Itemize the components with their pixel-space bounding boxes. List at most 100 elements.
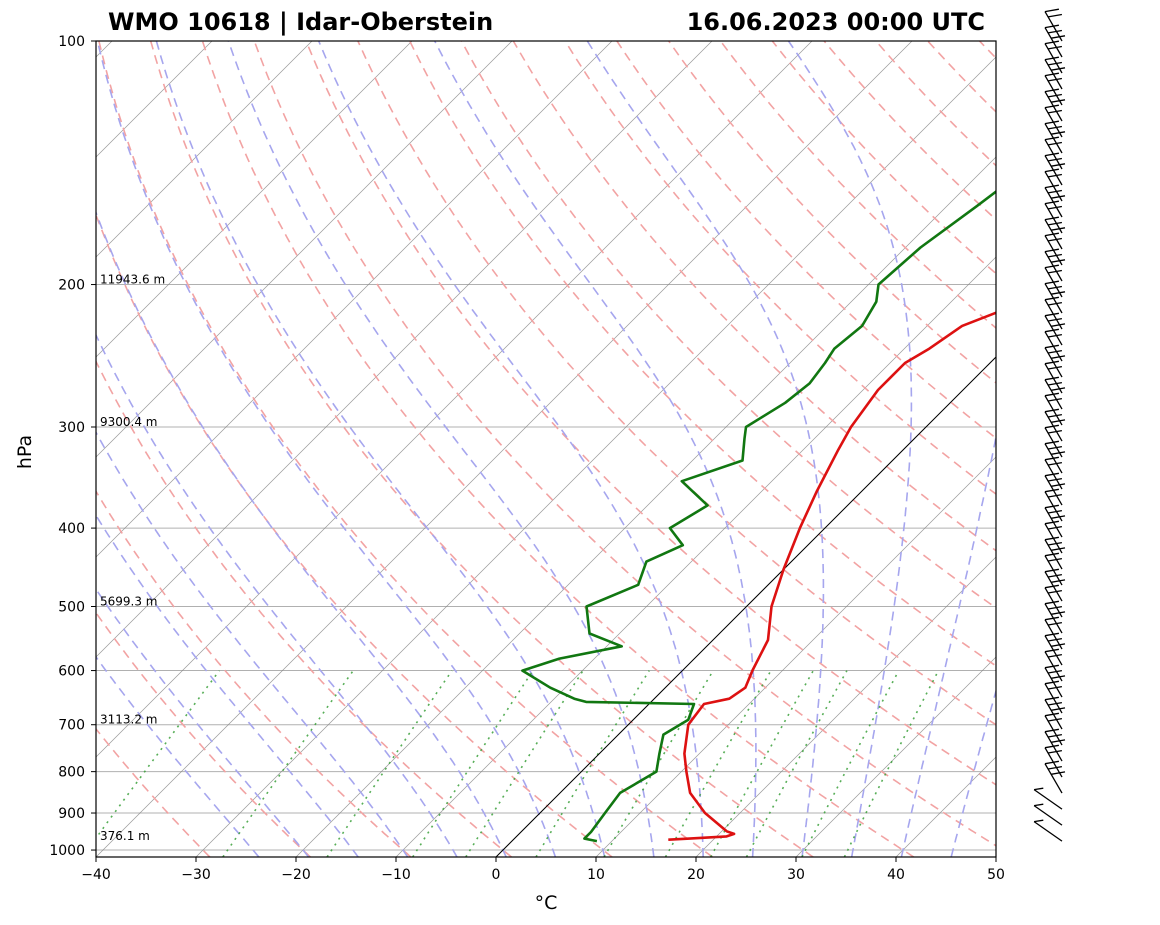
isotherm-line (96, 41, 613, 558)
background-lines (0, 41, 1160, 857)
wind-barb (1044, 104, 1063, 138)
wind-barb (1044, 744, 1063, 778)
barb-flag (1047, 733, 1063, 738)
moist-adiabat (227, 41, 655, 857)
y-tick-label: 400 (58, 521, 85, 537)
wind-barb (1044, 296, 1063, 330)
barb-flag (1044, 120, 1060, 125)
barb-flag (1044, 568, 1060, 573)
barb-flag (1047, 445, 1063, 450)
y-tick-label: 500 (58, 599, 85, 615)
barb-flag (1047, 237, 1063, 242)
barb-flag (1044, 488, 1060, 493)
wind-barb (1044, 40, 1063, 74)
wind-barb (1044, 232, 1063, 266)
wind-barb (1044, 424, 1063, 458)
dry-adiabat (357, 41, 996, 726)
barb-staff (1044, 491, 1063, 522)
barb-flag (1050, 67, 1066, 71)
barb-flag (1050, 675, 1066, 679)
barb-flag (1044, 232, 1060, 237)
barb-flag (1050, 771, 1066, 775)
isotherm-line (295, 156, 996, 857)
barb-flag (1044, 440, 1060, 445)
barb-flag (1047, 109, 1063, 114)
barb-flag (1047, 461, 1063, 466)
wind-barb (1044, 616, 1063, 650)
barb-flag (1044, 424, 1060, 429)
barb-flag (1047, 429, 1063, 434)
barb-flag (1047, 653, 1063, 658)
wind-barb (1044, 728, 1066, 762)
barb-flag (1044, 152, 1060, 157)
wind-barb (1044, 584, 1063, 618)
barb-staff (1044, 59, 1063, 90)
barb-flag (1047, 269, 1063, 274)
barb-flag (1047, 77, 1063, 82)
wind-barb (1033, 819, 1063, 842)
barb-flag (1050, 547, 1066, 551)
barb-staff (1044, 763, 1063, 794)
barb-flag (1044, 88, 1060, 93)
isotherm-line (695, 556, 996, 857)
barb-staff (1044, 603, 1063, 634)
barb-flag (1044, 536, 1060, 541)
isotherm-line (0, 41, 12, 857)
wind-barb (1044, 536, 1066, 570)
height-label: 11943.6 m (100, 273, 165, 287)
dry-adiabat (96, 489, 412, 857)
barb-flag (1047, 141, 1063, 146)
dry-adiabat (1083, 41, 1160, 857)
moist-adiabat (433, 41, 757, 857)
mixing-ratio-line (745, 670, 848, 857)
barb-flag (1050, 163, 1066, 167)
profiles (521, 189, 996, 843)
barb-flag (1050, 355, 1066, 359)
wind-barb (1044, 8, 1063, 42)
barb-flag (1047, 637, 1063, 642)
wind-barb (1044, 456, 1063, 490)
barb-staff (1044, 235, 1063, 266)
x-tick-label: 50 (987, 867, 1005, 883)
wind-barbs (1033, 8, 1066, 842)
barb-staff (1044, 555, 1063, 586)
mixing-ratio-line (535, 670, 650, 857)
barb-flag (1047, 157, 1063, 162)
isotherm-line (995, 856, 996, 857)
isotherm-line (595, 456, 996, 857)
moist-adiabat (1001, 41, 1160, 857)
y-tick-label: 700 (58, 718, 85, 734)
wind-barb (1044, 696, 1066, 730)
height-labels: 11943.6 m 9300.4 m 5699.3 m 3113.2 m 376.1 m (100, 273, 165, 844)
mixing-ratio-line (664, 670, 772, 857)
y-axis: 100 200 300 400 500 600 700 800 900 1000 (49, 34, 96, 859)
height-label: 5699.3 m (100, 594, 158, 608)
y-tick-label: 600 (58, 664, 85, 680)
wind-barb (1044, 552, 1063, 586)
barb-flag (1034, 819, 1044, 823)
wind-barb (1044, 200, 1063, 234)
wind-barb (1044, 360, 1063, 394)
barb-flag (1044, 184, 1060, 189)
wind-barb (1044, 600, 1066, 634)
barb-flag (1047, 317, 1063, 322)
barb-staff (1044, 715, 1063, 746)
wind-barb (1044, 712, 1063, 746)
x-tick-label: −30 (181, 867, 211, 883)
barb-staff (1044, 539, 1063, 570)
barb-flag (1050, 643, 1066, 647)
barb-flag (1050, 739, 1066, 743)
barb-staff (1044, 203, 1063, 234)
barb-staff (1044, 475, 1063, 506)
dry-adiabat (1135, 41, 1160, 857)
barb-flag (1047, 669, 1063, 674)
wind-barb (1044, 88, 1066, 122)
barb-flag (1044, 312, 1060, 317)
barb-flag (1050, 99, 1066, 103)
barb-flag (1044, 616, 1060, 621)
barb-flag (1047, 557, 1063, 562)
barb-flag (1047, 525, 1063, 530)
wind-barb (1044, 312, 1066, 346)
barb-flag (1047, 509, 1063, 514)
dry-adiabat (201, 41, 915, 857)
